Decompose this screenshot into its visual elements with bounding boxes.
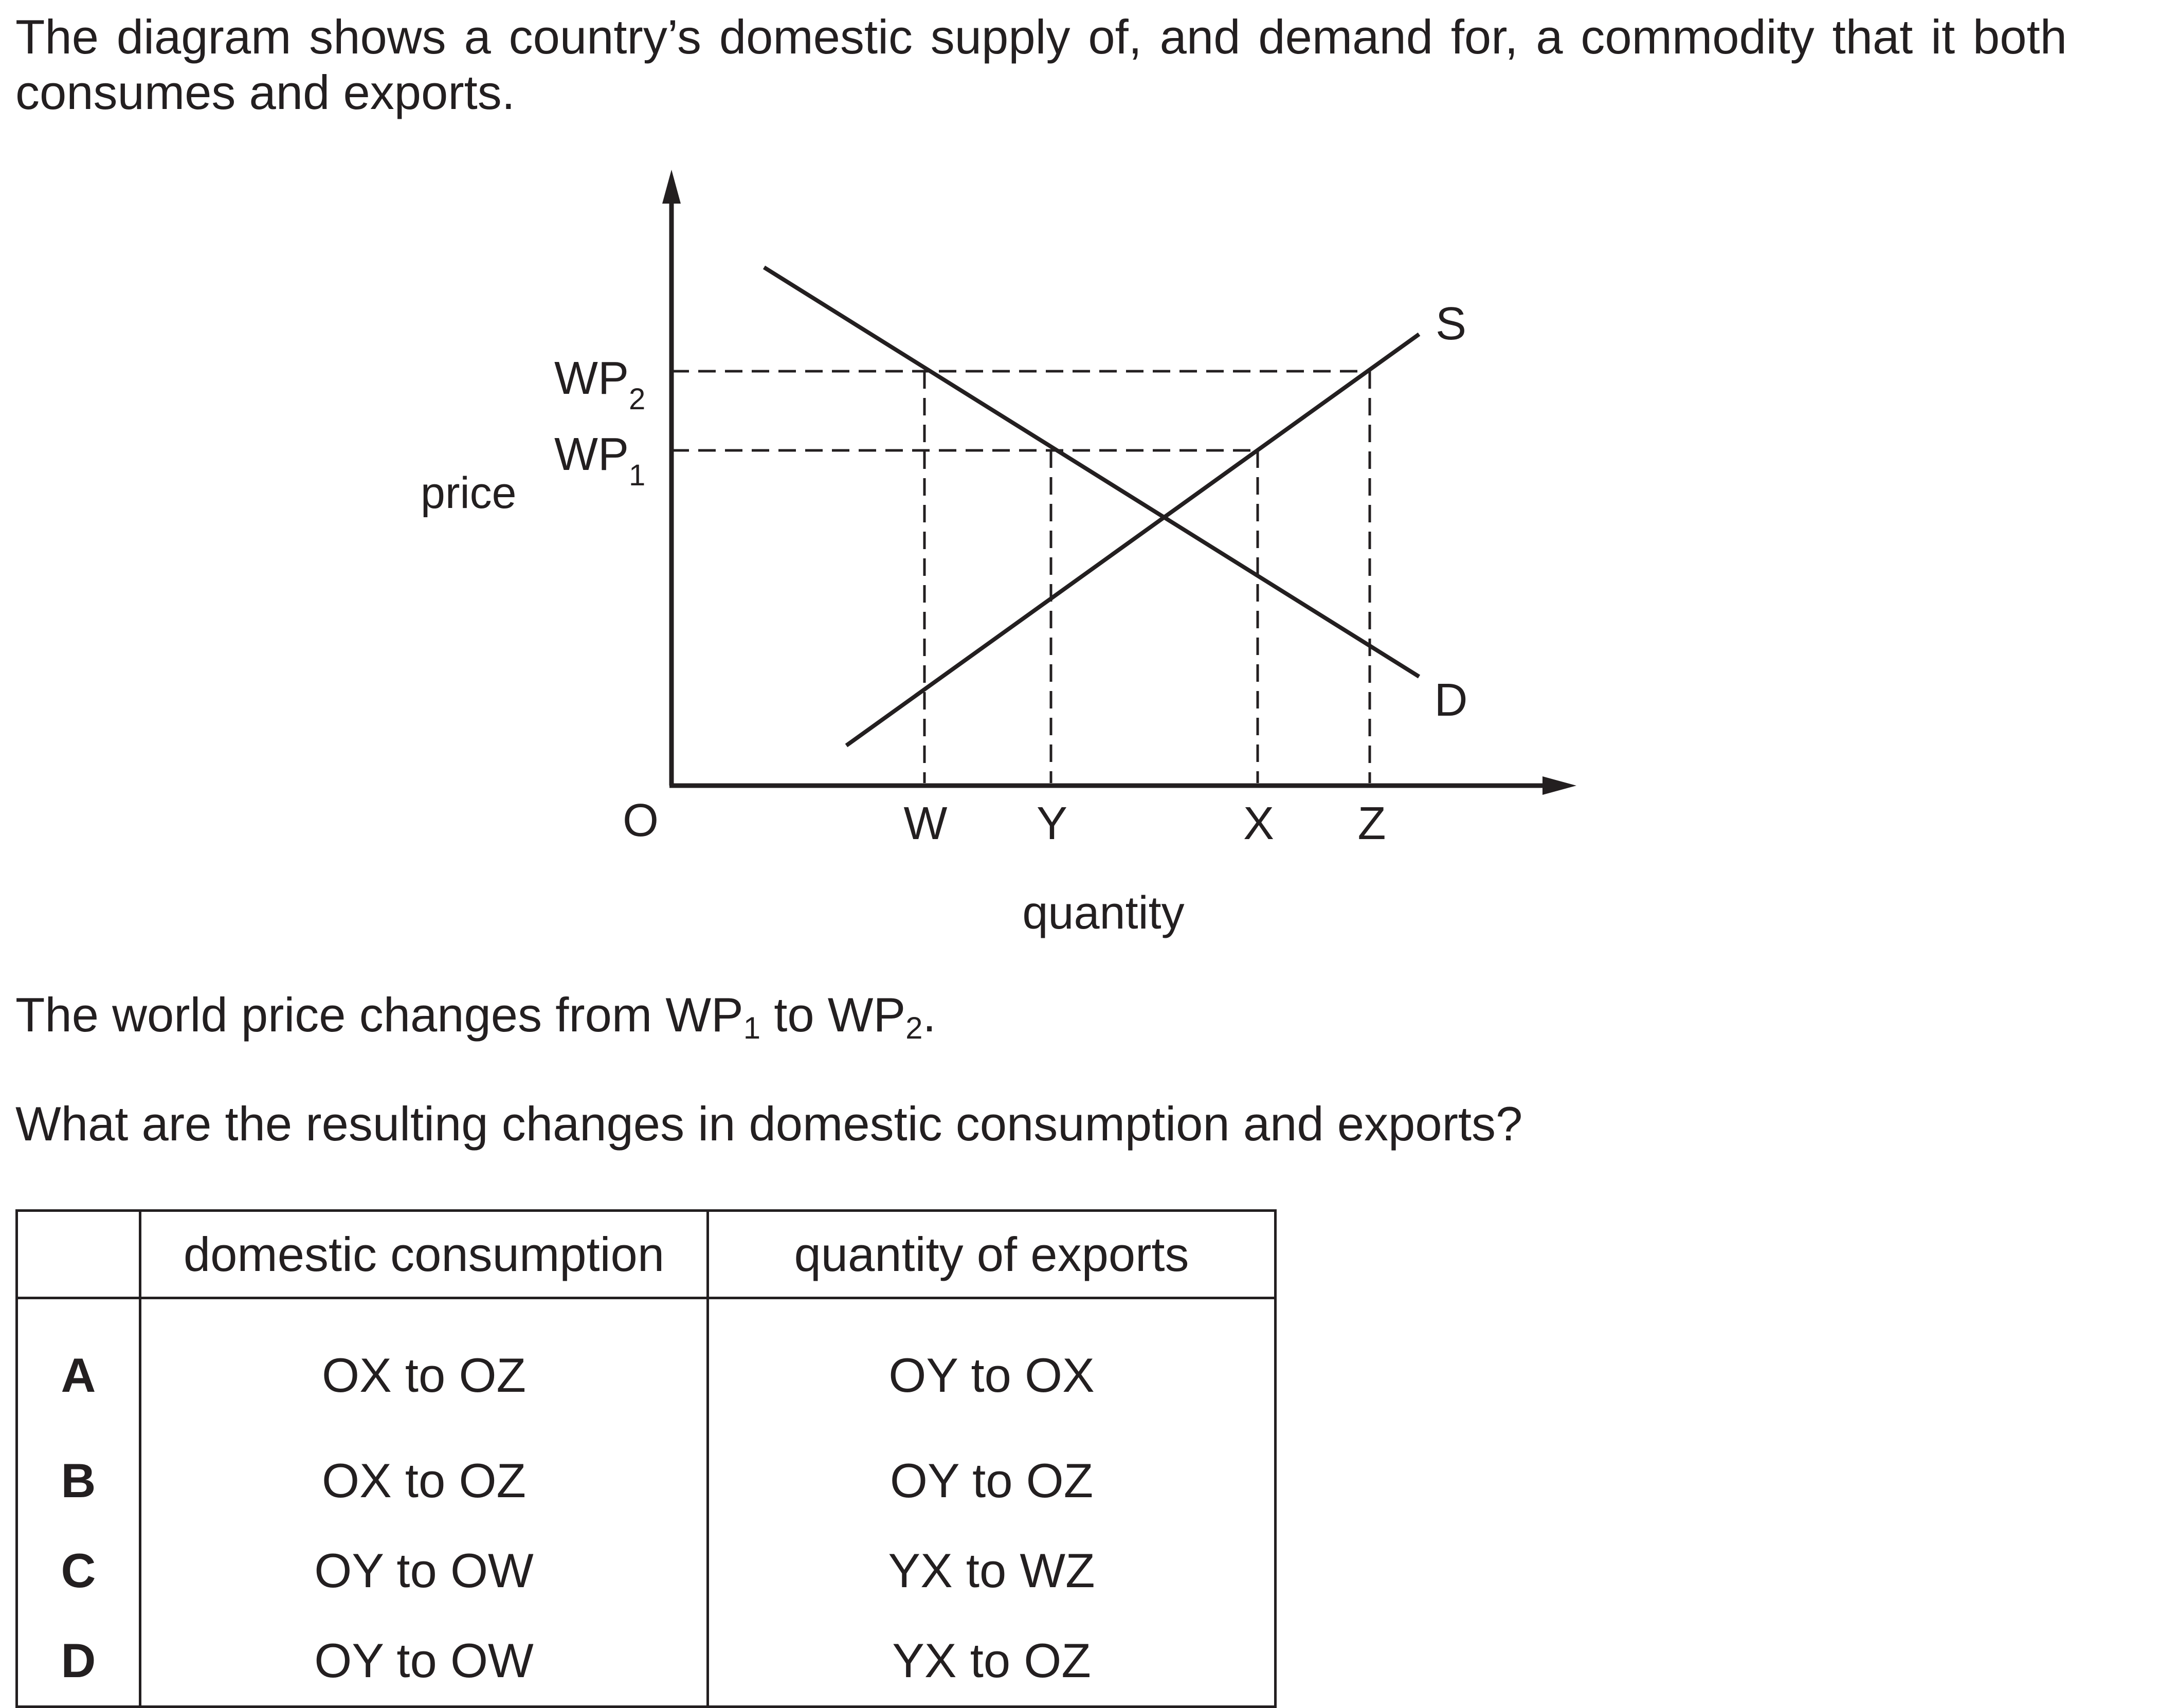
option-exports: OY to OZ [706, 1436, 1277, 1525]
quantity-label-z: Z [1358, 798, 1386, 849]
option-consumption: OY to OW [139, 1525, 709, 1615]
option-consumption: OX to OZ [139, 1298, 709, 1436]
wp2-label: WP2 [554, 353, 645, 416]
quantity-axis-label: quantity [1022, 887, 1184, 939]
option-exports: YX to OZ [706, 1615, 1277, 1708]
price-axis-label: price [421, 468, 516, 518]
header-letter [15, 1209, 141, 1299]
intro-text: The diagram shows a country’s domestic s… [15, 10, 2067, 119]
guide-lines [671, 370, 1371, 783]
x-axis-arrow-icon [1542, 776, 1576, 795]
question-line1-subscript-2: 2 [905, 1011, 923, 1045]
world-price-change-text: The world price changes from WP1 to WP2. [15, 987, 936, 1045]
option-consumption: OY to OW [139, 1615, 709, 1708]
question-line1-mid: to WP [760, 988, 906, 1042]
demand-curve [763, 265, 1421, 679]
question-text: What are the resulting changes in domest… [15, 1097, 1523, 1151]
supply-label: S [1436, 298, 1466, 350]
supply-demand-diagram: price WP2 WP1 O W Y X Z quantity S D [421, 170, 1576, 939]
origin-label: O [623, 795, 659, 846]
quantity-label-x: X [1243, 798, 1274, 849]
option-letter[interactable]: D [15, 1615, 141, 1708]
option-exports: OY to OX [706, 1298, 1277, 1436]
question-line1-subscript-1: 1 [743, 1011, 761, 1045]
header-quantity-of-exports: quantity of exports [706, 1209, 1277, 1299]
wp1-label: WP1 [554, 429, 645, 492]
demand-label: D [1435, 675, 1468, 726]
option-row-b[interactable]: B OX to OZ OY to OZ [15, 1436, 1277, 1525]
option-letter[interactable]: A [15, 1298, 141, 1436]
option-consumption: OX to OZ [139, 1436, 709, 1525]
question-line1-prefix: The world price changes from WP [15, 988, 743, 1042]
y-axis-arrow-icon [662, 170, 681, 204]
option-letter[interactable]: B [15, 1436, 141, 1525]
supply-curve [845, 332, 1421, 748]
question-line1-suffix: . [922, 988, 936, 1042]
quantity-label-y: Y [1037, 798, 1067, 849]
header-domestic-consumption: domestic consumption [139, 1209, 709, 1299]
table-header-row: domestic consumption quantity of exports [15, 1209, 1277, 1299]
option-letter[interactable]: C [15, 1525, 141, 1615]
answer-options-table: domestic consumption quantity of exports… [15, 1209, 1277, 1708]
quantity-label-w: W [904, 798, 948, 849]
option-row-d[interactable]: D OY to OW YX to OZ [15, 1615, 1277, 1708]
option-exports: YX to WZ [706, 1525, 1277, 1615]
option-row-a[interactable]: A OX to OZ OY to OX [15, 1298, 1277, 1436]
option-row-c[interactable]: C OY to OW YX to WZ [15, 1525, 1277, 1615]
